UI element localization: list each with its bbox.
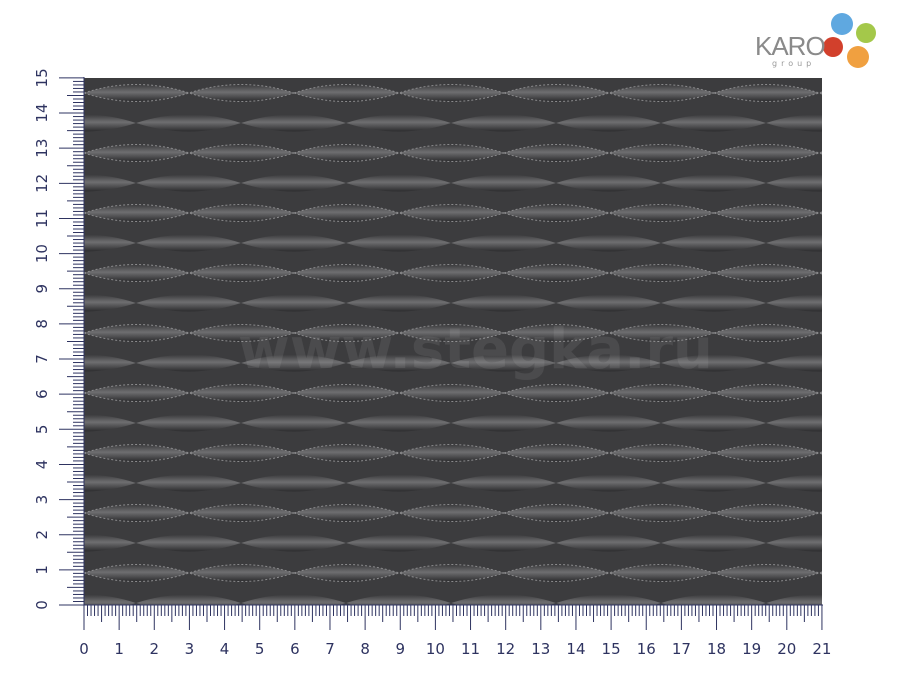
svg-text:group: group (772, 59, 815, 68)
ruler-x-label: 19 (742, 640, 761, 658)
ruler-x-label: 20 (777, 640, 796, 658)
ruler-y-label: 13 (33, 139, 51, 158)
ruler-x-label: 14 (566, 640, 585, 658)
ruler-x-label: 0 (79, 640, 89, 658)
svg-text:KARO: KARO (755, 31, 825, 61)
karo-logo: KARO group (755, 13, 876, 68)
ruler-x-label: 7 (325, 640, 335, 658)
watermark: www.stegka.ru (238, 317, 713, 382)
ruler-x-label: 21 (812, 640, 831, 658)
ruler-y-label: 9 (33, 284, 51, 294)
ruler-x-label: 4 (220, 640, 230, 658)
ruler-x-label: 12 (496, 640, 515, 658)
ruler: 0 1 2 3 4 5 6 7 8 9 10 11 12 13 14 15 16 17 18 19 20 21012345… (33, 68, 831, 658)
ruler-y-label: 12 (33, 174, 51, 193)
ruler-y-label: 0 (33, 600, 51, 610)
ruler-y-label: 4 (33, 460, 51, 470)
ruler-x-label: 13 (531, 640, 550, 658)
ruler-y-label: 11 (33, 209, 51, 228)
ruler-x-label: 8 (360, 640, 370, 658)
ruler-x-label: 3 (185, 640, 195, 658)
ruler-x-label: 2 (150, 640, 160, 658)
ruler-x-label: 6 (290, 640, 300, 658)
ruler-y-label: 14 (33, 103, 51, 122)
ruler-x-label: 16 (637, 640, 656, 658)
ruler-y-label: 2 (33, 530, 51, 540)
ruler-x-label: 15 (602, 640, 621, 658)
ruler-x-label: 10 (426, 640, 445, 658)
quilted-fabric (84, 78, 822, 605)
ruler-x-label: 11 (461, 640, 480, 658)
ruler-x-label: 1 (114, 640, 124, 658)
ruler-x-label: 9 (395, 640, 405, 658)
ruler-x-label: 18 (707, 640, 726, 658)
ruler-y-label: 1 (33, 565, 51, 575)
ruler-y-label: 15 (33, 68, 51, 87)
ruler-x-label: 5 (255, 640, 265, 658)
ruler-y-label: 10 (33, 244, 51, 263)
ruler-y-label: 6 (33, 389, 51, 399)
ruler-y-label: 8 (33, 319, 51, 329)
ruler-y-label: 3 (33, 495, 51, 505)
ruler-x-label: 17 (672, 640, 691, 658)
ruler-y-label: 7 (33, 354, 51, 364)
ruler-y-label: 5 (33, 425, 51, 435)
